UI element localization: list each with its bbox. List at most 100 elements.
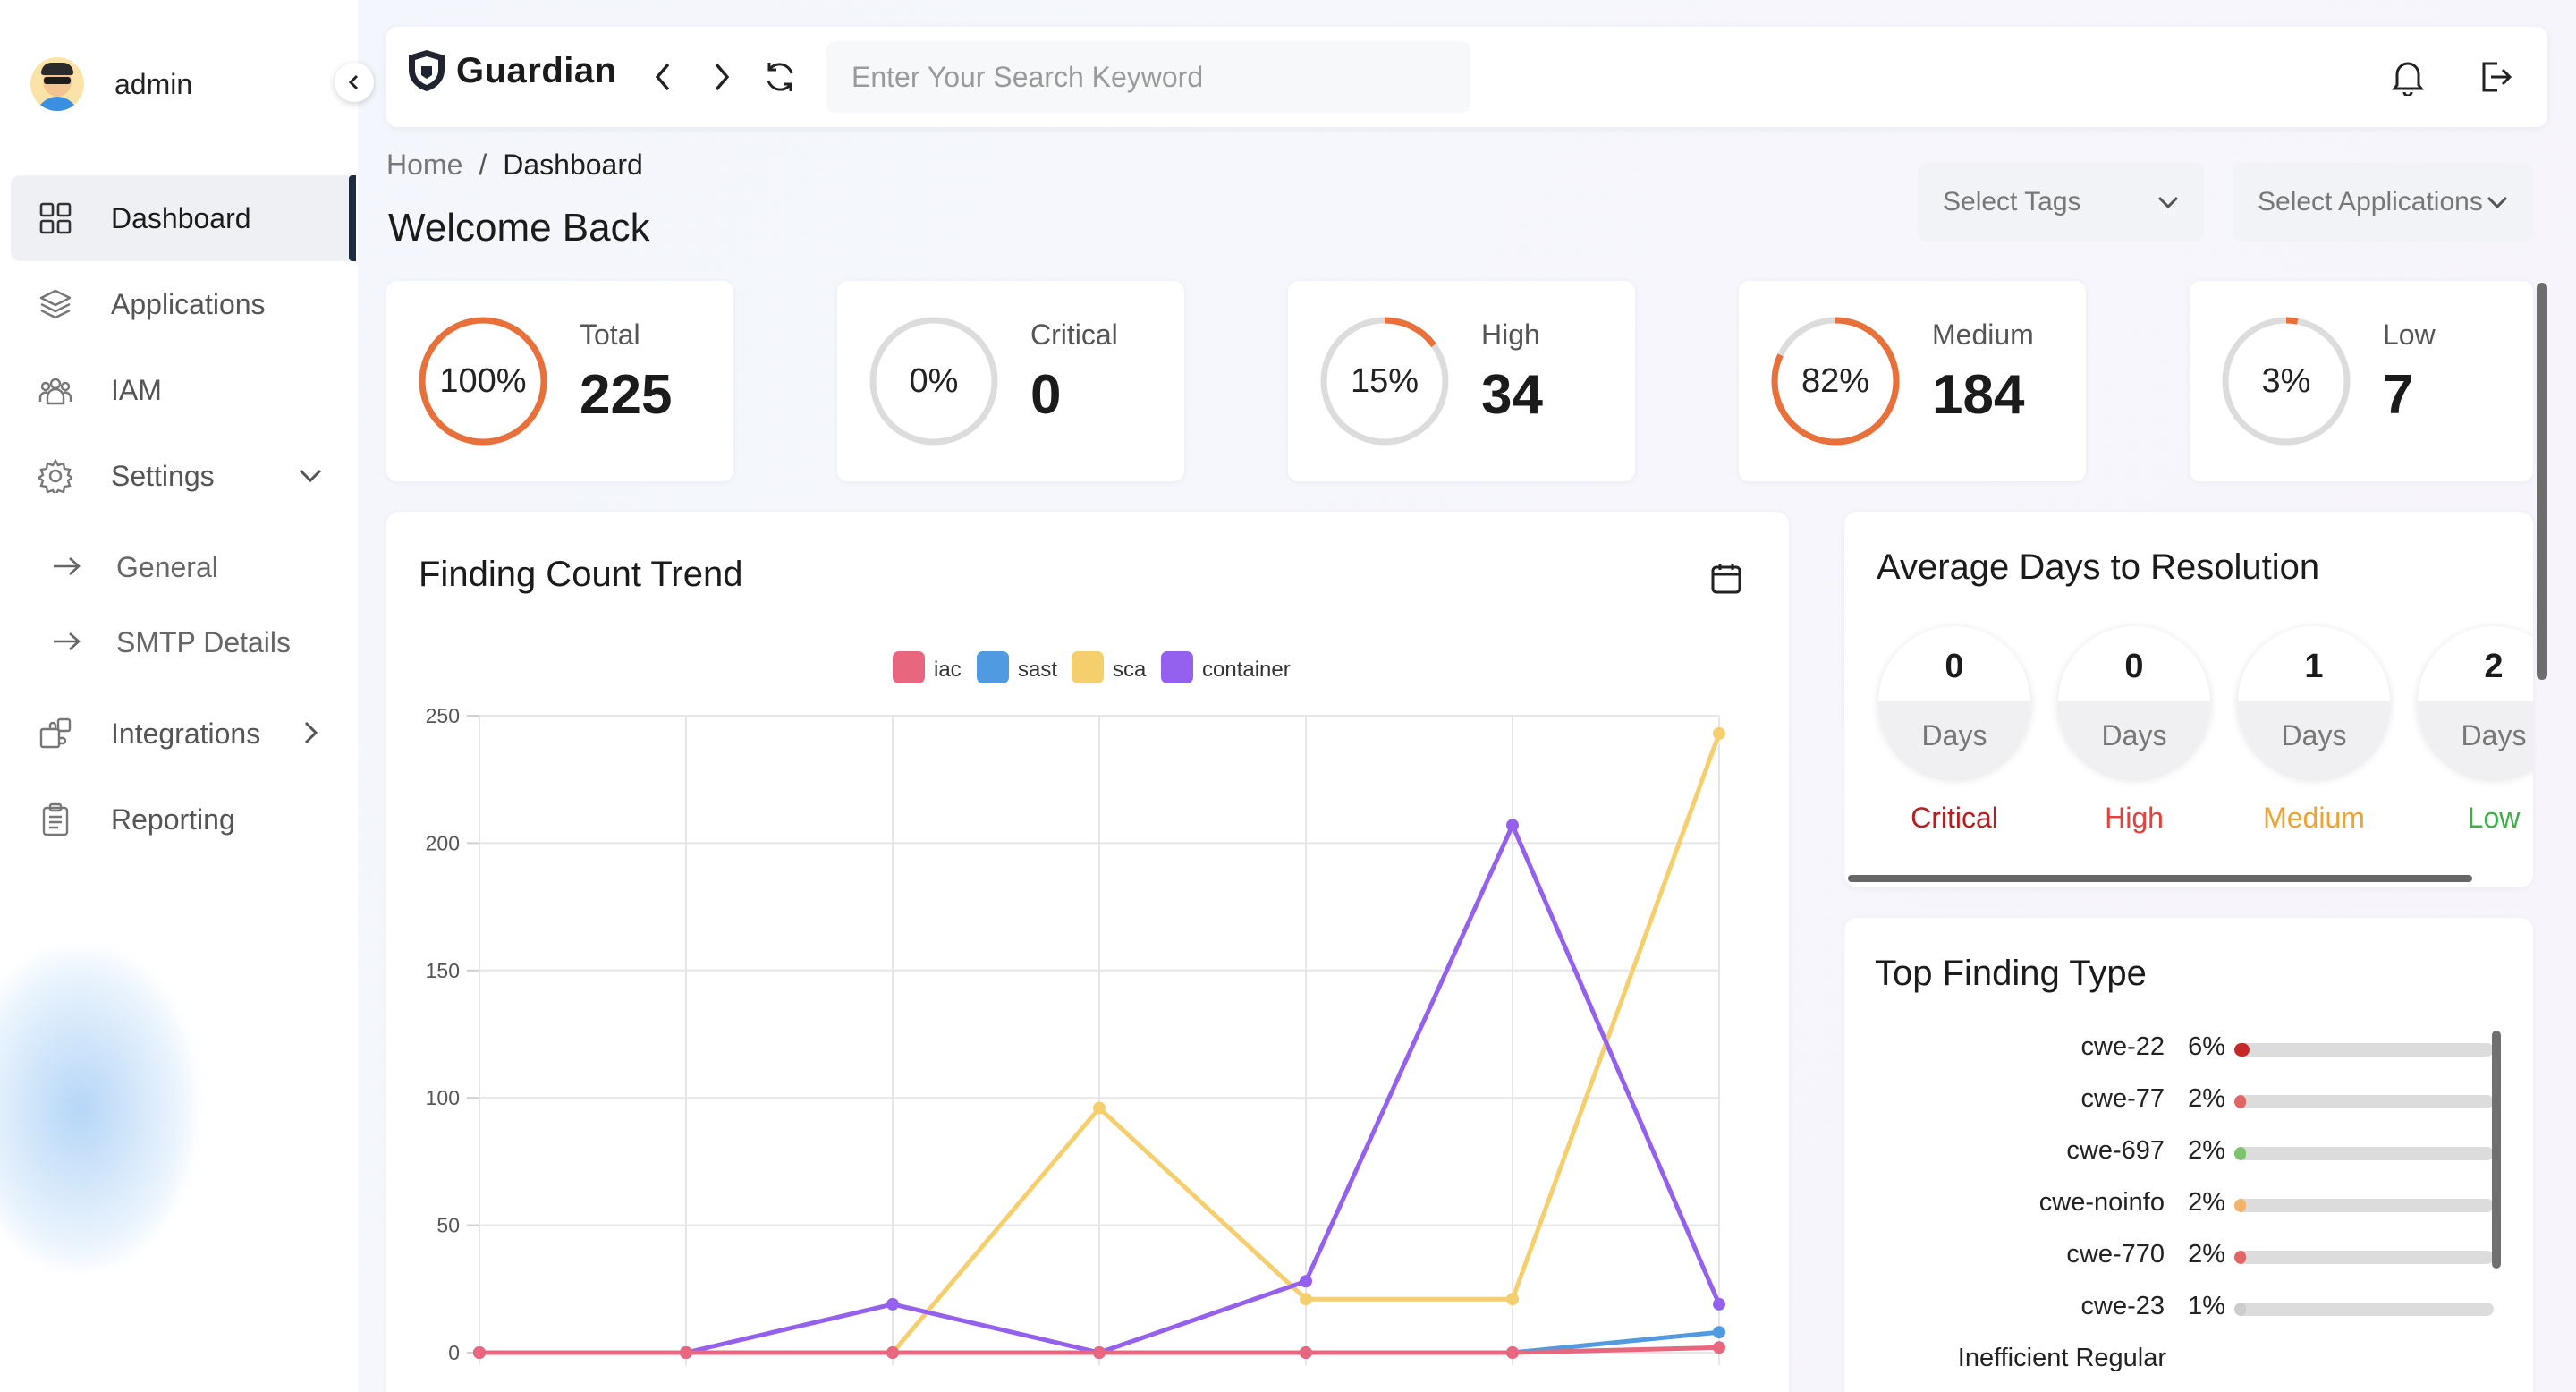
legend-label-iac[interactable]: iac [934, 658, 962, 682]
logout-icon [2482, 62, 2512, 92]
avg-days-scrollbar[interactable] [1848, 875, 2472, 882]
page-scrollbar[interactable] [2537, 283, 2547, 680]
finding-percent: 2% [2188, 1188, 2225, 1217]
data-point-container[interactable] [1506, 819, 1519, 832]
top-finding-type-card: Top Finding Type cwe-22 6% cwe-77 2% cwe… [1844, 918, 2533, 1392]
ring-progress [1320, 317, 1449, 446]
finding-bar-fill [2234, 1043, 2250, 1057]
sidebar-item-applications[interactable]: Applications [11, 261, 356, 347]
stat-value: 225 [580, 364, 673, 426]
finding-bar-fill [2234, 1199, 2246, 1212]
legend-label-sca[interactable]: sca [1113, 658, 1147, 682]
finding-bar-fill [2234, 1303, 2246, 1316]
data-point-sca[interactable] [1713, 726, 1725, 740]
day-unit: Days [2281, 719, 2347, 751]
finding-row[interactable]: cwe-770 2% [1844, 1240, 2533, 1276]
day-severity: Critical [1911, 802, 1998, 834]
data-point-sca[interactable] [1093, 1101, 1106, 1115]
finding-row[interactable]: cwe-77 2% [1844, 1084, 2533, 1120]
stat-card-total[interactable]: 100% Total 225 [386, 281, 733, 481]
sidebar-item-label: Integrations [111, 717, 261, 750]
y-tick-label: 200 [426, 831, 460, 854]
sidebar-item-integrations[interactable]: Integrations [11, 691, 356, 777]
finding-row[interactable]: cwe-23 1% [1844, 1292, 2533, 1328]
avatar[interactable] [30, 57, 84, 111]
sidebar-collapse-button[interactable] [335, 63, 374, 102]
finding-percent: 1% [2188, 1292, 2225, 1320]
data-point-iac[interactable] [473, 1346, 486, 1359]
breadcrumb-home[interactable]: Home [386, 149, 463, 181]
sidebar-item-reporting[interactable]: Reporting [11, 777, 356, 862]
ring-progress [2222, 317, 2351, 446]
data-point-sca[interactable] [1300, 1293, 1312, 1306]
data-point-container[interactable] [886, 1297, 899, 1311]
forward-button[interactable] [701, 57, 741, 97]
finding-bar-fill [2234, 1147, 2246, 1160]
legend-swatch-sca[interactable] [1072, 651, 1104, 683]
legend-swatch-iac[interactable] [893, 651, 925, 683]
chevron-down-icon[interactable] [295, 460, 326, 497]
brand-name: Guardian [456, 50, 617, 90]
finding-bar [2234, 1043, 2494, 1057]
day-unit: Days [1921, 719, 1987, 751]
finding-count-trend-card: Finding Count Trend 0 50 100 150 200 250 iac sa… [386, 512, 1789, 1392]
ring-progress [419, 317, 547, 446]
data-point-iac[interactable] [1300, 1346, 1312, 1359]
select-tags-dropdown[interactable]: Select Tags [1918, 163, 2204, 242]
data-point-container[interactable] [1713, 1297, 1725, 1311]
data-point-iac[interactable] [1093, 1346, 1106, 1359]
grid-icon [38, 200, 73, 236]
sidebar-subitem-smtp[interactable]: SMTP Details [11, 605, 356, 680]
avg-days-medium: 1 Days Medium [2238, 626, 2390, 835]
back-button[interactable] [644, 57, 683, 97]
data-point-iac[interactable] [886, 1346, 899, 1359]
sidebar-item-iam[interactable]: IAM [11, 347, 356, 433]
sidebar-item-label: IAM [111, 373, 162, 406]
sidebar-subitem-general[interactable]: General [11, 530, 356, 605]
data-point-iac[interactable] [1713, 1341, 1725, 1354]
select-tags-placeholder: Select Tags [1943, 187, 2081, 216]
y-tick-label: 250 [426, 704, 460, 727]
users-icon [38, 372, 73, 408]
finding-row[interactable]: cwe-22 6% [1844, 1032, 2533, 1068]
legend-label-sast[interactable]: sast [1018, 658, 1057, 682]
legend-swatch-container[interactable] [1161, 651, 1193, 683]
chart-title: Finding Count Trend [419, 555, 743, 594]
stat-card-low[interactable]: 3% Low 7 [2190, 281, 2533, 481]
data-point-container[interactable] [1300, 1275, 1312, 1288]
finding-row[interactable]: cwe-noinfo 2% [1844, 1188, 2533, 1224]
stat-card-critical[interactable]: 0% Critical 0 [837, 281, 1184, 481]
finding-row[interactable]: Inefficient Regular [1844, 1344, 2533, 1379]
sidebar-item-settings[interactable]: Settings [11, 433, 356, 519]
search-input[interactable] [826, 41, 1470, 113]
finding-row[interactable]: cwe-697 2% [1844, 1136, 2533, 1172]
stat-card-medium[interactable]: 82% Medium 184 [1739, 281, 2086, 481]
select-applications-dropdown[interactable]: Select Applications [2233, 163, 2533, 242]
finding-name: cwe-770 [2066, 1240, 2165, 1269]
top-finding-title: Top Finding Type [1875, 954, 2147, 993]
stat-label: Total [580, 318, 640, 351]
sidebar-item-dashboard[interactable]: Dashboard [11, 175, 356, 261]
refresh-button[interactable] [760, 57, 800, 97]
legend-label-container[interactable]: container [1202, 658, 1291, 682]
stat-card-high[interactable]: 15% High 34 [1288, 281, 1635, 481]
y-tick-label: 50 [436, 1214, 460, 1237]
legend-swatch-sast[interactable] [977, 651, 1009, 683]
notifications-button[interactable] [2388, 57, 2428, 97]
top-finding-scrollbar[interactable] [2492, 1031, 2501, 1269]
layers-icon [38, 286, 73, 322]
avg-days-title: Average Days to Resolution [1877, 547, 2320, 587]
ring-progress [1771, 317, 1900, 446]
data-point-sast[interactable] [1713, 1326, 1725, 1339]
user-profile[interactable]: admin [30, 57, 192, 111]
chevron-left-icon [655, 63, 670, 91]
ring-track [869, 317, 998, 446]
data-point-iac[interactable] [680, 1346, 692, 1359]
calendar-icon[interactable] [1708, 560, 1748, 599]
brand[interactable]: Guardian [406, 48, 617, 93]
data-point-iac[interactable] [1506, 1346, 1519, 1359]
guardian-logo-icon [409, 50, 445, 91]
chevron-right-icon[interactable] [295, 717, 326, 755]
data-point-sca[interactable] [1506, 1293, 1519, 1306]
logout-button[interactable] [2476, 57, 2515, 97]
